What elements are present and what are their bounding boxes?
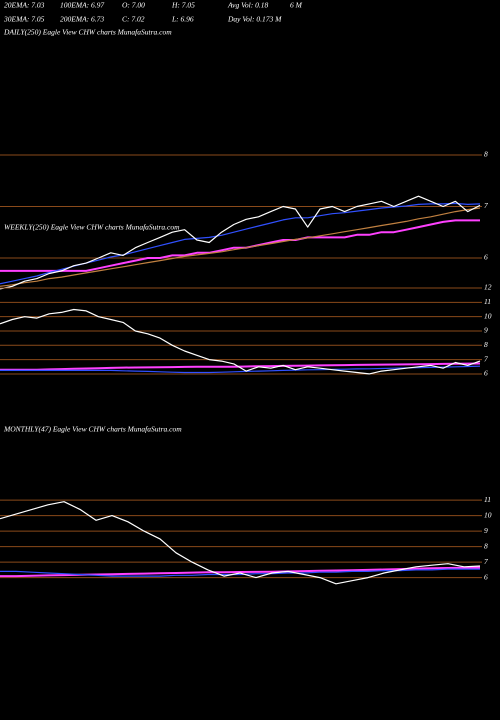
price-line [0,207,481,287]
y-tick-label: 10 [484,510,492,519]
y-tick-label: 8 [484,340,488,349]
y-tick-label: 10 [484,311,492,320]
y-tick-label: 9 [484,526,488,535]
y-tick-label: 12 [484,283,492,292]
y-tick-label: 11 [484,297,491,306]
price-line [0,568,480,577]
header-stat: 100EMA: 6.97 [60,1,104,10]
header-stat: Day Vol: 0.173 M [227,15,282,24]
price-line [0,195,481,290]
y-tick-label: 8 [484,150,488,159]
y-tick-label: 6 [484,253,488,262]
price-line [0,362,481,371]
y-tick-label: 6 [484,369,488,378]
price-line [0,365,481,374]
header-stat: L: 6.96 [171,15,194,24]
y-tick-label: 11 [484,495,491,504]
price-line [0,219,480,272]
panel-title: WEEKLY(250) Eagle View CHW charts Munafa… [4,223,180,232]
y-tick-label: 9 [484,326,488,335]
y-tick-label: 6 [484,572,488,581]
header-stat: Avg Vol: 0.18 [227,1,268,10]
price-line [0,501,481,585]
header-stat: O: 7.00 [122,1,145,10]
panel-title: DAILY(250) Eagle View CHW charts MunafaS… [3,28,172,37]
y-tick-label: 7 [484,201,488,210]
panel-title: MONTHLY(47) Eagle View CHW charts Munafa… [3,425,182,434]
header-stat: 6 M [290,1,303,10]
y-tick-label: 8 [484,541,488,550]
header-stat: H: 7.05 [171,1,195,10]
header-stat: C: 7.02 [122,15,145,24]
header-stat: 30EMA: 7.05 [3,15,45,24]
header-stat: 20EMA: 7.03 [4,1,45,10]
header-stat: 200EMA: 6.73 [60,15,104,24]
y-tick-label: 7 [484,354,488,363]
y-tick-label: 7 [484,557,488,566]
price-line [0,308,481,375]
